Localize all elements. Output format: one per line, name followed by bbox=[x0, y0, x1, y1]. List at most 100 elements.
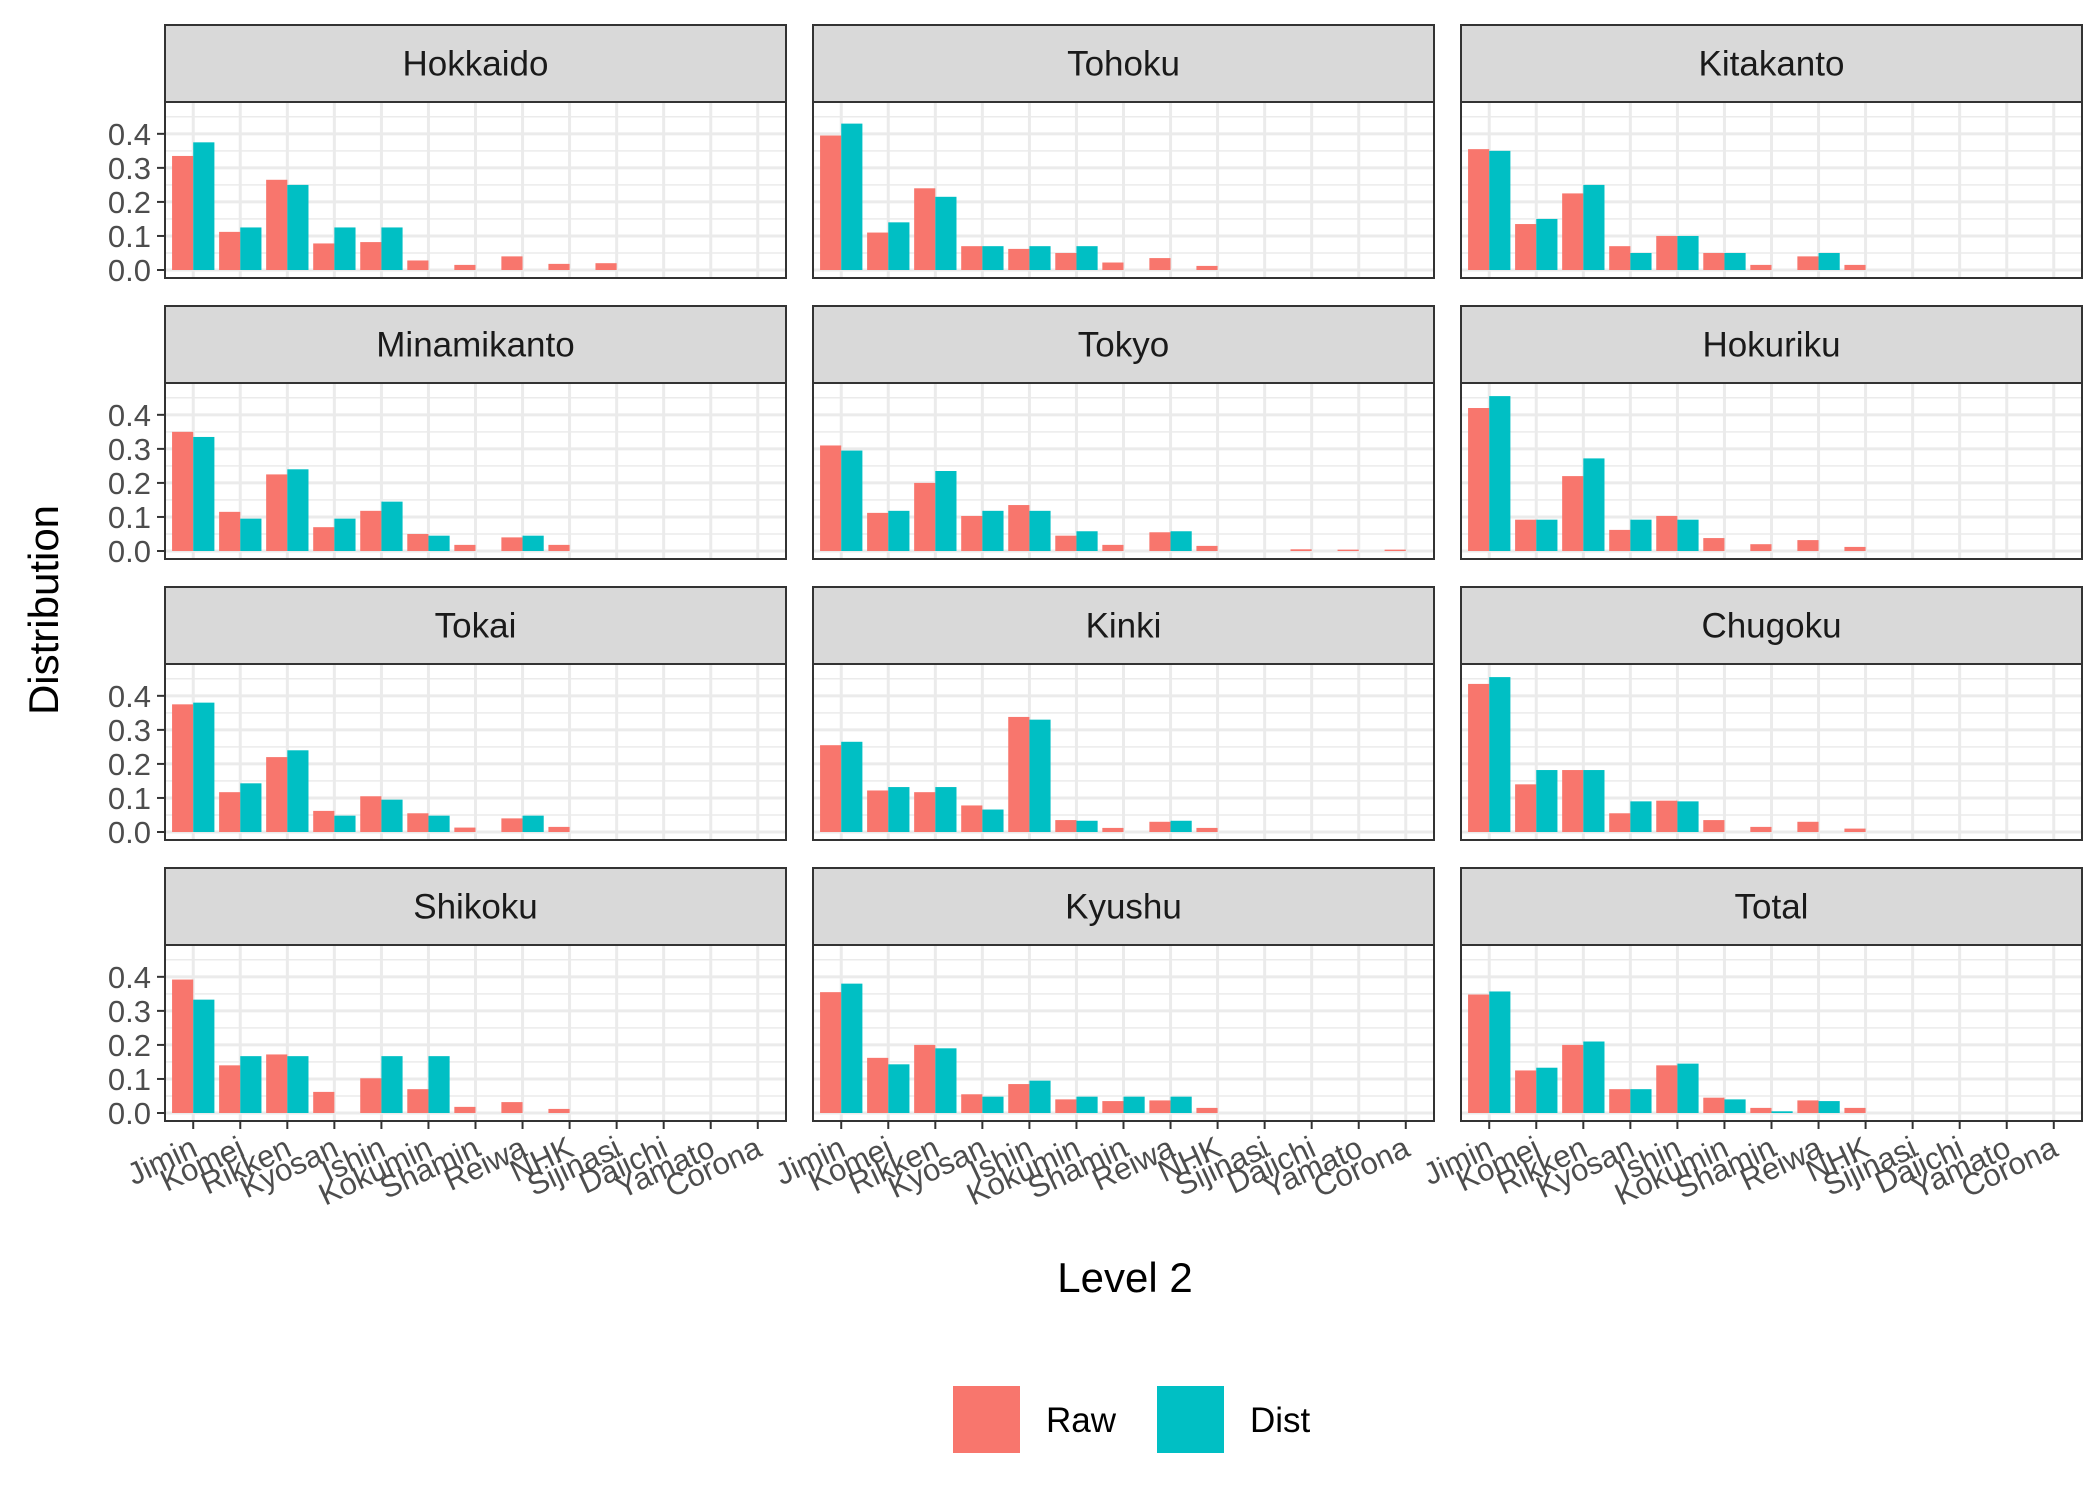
panel-title: Hokuriku bbox=[1702, 326, 1840, 365]
bar-raw-kyosan bbox=[961, 515, 983, 551]
bar-raw-yamato bbox=[1337, 549, 1359, 551]
bar-dist-kyosan bbox=[982, 1096, 1004, 1113]
bar-dist-kokumin bbox=[1076, 246, 1098, 270]
panel-title: Hokkaido bbox=[403, 45, 549, 84]
bar-raw-nhk bbox=[548, 826, 570, 832]
panel-border bbox=[164, 382, 787, 560]
bar-raw-shamin bbox=[454, 1106, 476, 1113]
bar-raw-ishin bbox=[360, 1078, 382, 1113]
bar-dist-kyosan bbox=[1630, 801, 1652, 832]
bar-raw-reiwa bbox=[1149, 258, 1171, 270]
bar-dist-kyosan bbox=[1630, 1089, 1652, 1113]
bar-raw-kokumin bbox=[1703, 538, 1725, 551]
panel-title: Shikoku bbox=[413, 888, 538, 927]
bar-raw-ishin bbox=[1656, 515, 1678, 551]
bar-raw-rikken bbox=[266, 757, 288, 832]
bar-raw-komei bbox=[219, 231, 241, 270]
legend-item-raw: Raw bbox=[953, 1386, 1117, 1453]
bar-raw-kyosan bbox=[1609, 1089, 1631, 1113]
bar-raw-kokumin bbox=[1055, 1099, 1077, 1113]
y-tick-label: 0.3 bbox=[108, 432, 151, 467]
panel-title: Tohoku bbox=[1067, 45, 1180, 84]
bar-raw-ishin bbox=[1656, 800, 1678, 832]
bar-dist-jimin bbox=[841, 123, 863, 270]
bar-dist-rikken bbox=[287, 750, 309, 832]
bar-dist-ishin bbox=[1029, 510, 1051, 551]
bar-raw-ishin bbox=[360, 796, 382, 832]
bar-dist-ishin bbox=[381, 227, 403, 270]
bar-raw-komei bbox=[867, 790, 889, 832]
legend-key-dist bbox=[1157, 1386, 1224, 1453]
bar-dist-jimin bbox=[841, 450, 863, 551]
bar-dist-ishin bbox=[381, 501, 403, 551]
panel-strip bbox=[164, 305, 787, 384]
bar-dist-ishin bbox=[1677, 1063, 1699, 1113]
bar-raw-kyosan bbox=[1609, 529, 1631, 551]
bar-dist-jimin bbox=[841, 983, 863, 1113]
bar-raw-nhk bbox=[1196, 827, 1218, 832]
bar-raw-jimin bbox=[172, 704, 194, 832]
legend-label-raw: Raw bbox=[1046, 1401, 1117, 1440]
bar-raw-jimin bbox=[172, 431, 194, 551]
panel-border bbox=[164, 663, 787, 841]
bar-dist-rikken bbox=[287, 1056, 309, 1113]
bar-dist-reiwa bbox=[1818, 252, 1840, 270]
panel-title: Tokai bbox=[435, 607, 517, 646]
panel-title: Minamikanto bbox=[376, 326, 574, 365]
bar-dist-komei bbox=[240, 518, 262, 551]
bar-raw-daiichi bbox=[1290, 549, 1312, 551]
bar-dist-rikken bbox=[935, 787, 957, 832]
bar-raw-kyosan bbox=[313, 527, 335, 551]
bar-raw-rikken bbox=[914, 792, 936, 832]
bar-raw-shamin bbox=[1102, 544, 1124, 551]
bar-raw-kyosan bbox=[313, 1091, 335, 1113]
bar-raw-rikken bbox=[1562, 770, 1584, 832]
bar-dist-komei bbox=[1536, 770, 1558, 832]
bar-dist-kyosan bbox=[334, 227, 356, 270]
bar-dist-jimin bbox=[193, 702, 215, 832]
bar-raw-komei bbox=[219, 792, 241, 832]
bar-dist-rikken bbox=[935, 471, 957, 551]
bar-raw-reiwa bbox=[1149, 821, 1171, 832]
bar-raw-kokumin bbox=[1703, 1097, 1725, 1113]
bar-dist-reiwa bbox=[1170, 1096, 1192, 1113]
legend-label-dist: Dist bbox=[1250, 1401, 1311, 1440]
bar-dist-reiwa bbox=[1170, 820, 1192, 832]
bar-raw-kokumin bbox=[1055, 820, 1077, 832]
bar-raw-kyosan bbox=[1609, 246, 1631, 270]
bar-raw-jimin bbox=[1468, 994, 1490, 1113]
bar-raw-shamin bbox=[1102, 262, 1124, 270]
y-tick-label: 0.1 bbox=[108, 1062, 151, 1097]
panel-title: Total bbox=[1735, 888, 1809, 927]
y-tick-label: 0.3 bbox=[108, 713, 151, 748]
y-tick-label: 0.2 bbox=[108, 185, 151, 220]
y-tick-label: 0.2 bbox=[108, 466, 151, 501]
bar-dist-rikken bbox=[287, 469, 309, 551]
bar-raw-ishin bbox=[360, 242, 382, 270]
bar-raw-kyosan bbox=[961, 805, 983, 832]
bar-raw-nhk bbox=[1844, 546, 1866, 551]
bar-dist-rikken bbox=[1583, 184, 1605, 270]
bar-dist-rikken bbox=[935, 1048, 957, 1113]
bar-dist-kokumin bbox=[428, 535, 450, 551]
bar-raw-ishin bbox=[1008, 248, 1030, 270]
bar-raw-rikken bbox=[914, 188, 936, 270]
panel-hokuriku: Hokuriku bbox=[1460, 305, 2083, 560]
panel-border bbox=[1460, 382, 2083, 560]
bar-raw-komei bbox=[867, 232, 889, 270]
bar-raw-shamin bbox=[454, 544, 476, 551]
y-tick-label: 0.2 bbox=[108, 747, 151, 782]
bar-raw-shamin bbox=[1102, 1101, 1124, 1113]
bar-raw-jimin bbox=[172, 979, 194, 1113]
bar-raw-nhk bbox=[1844, 828, 1866, 832]
bar-raw-komei bbox=[867, 1057, 889, 1113]
y-tick-label: 0.3 bbox=[108, 994, 151, 1029]
bar-dist-ishin bbox=[1029, 1080, 1051, 1113]
bar-raw-reiwa bbox=[501, 537, 523, 551]
bar-dist-jimin bbox=[1489, 396, 1511, 551]
bar-raw-shamin bbox=[454, 827, 476, 832]
bar-dist-jimin bbox=[1489, 677, 1511, 832]
y-tick-label: 0.2 bbox=[108, 1028, 151, 1063]
bar-raw-jimin bbox=[1468, 683, 1490, 832]
bar-dist-komei bbox=[888, 787, 910, 832]
